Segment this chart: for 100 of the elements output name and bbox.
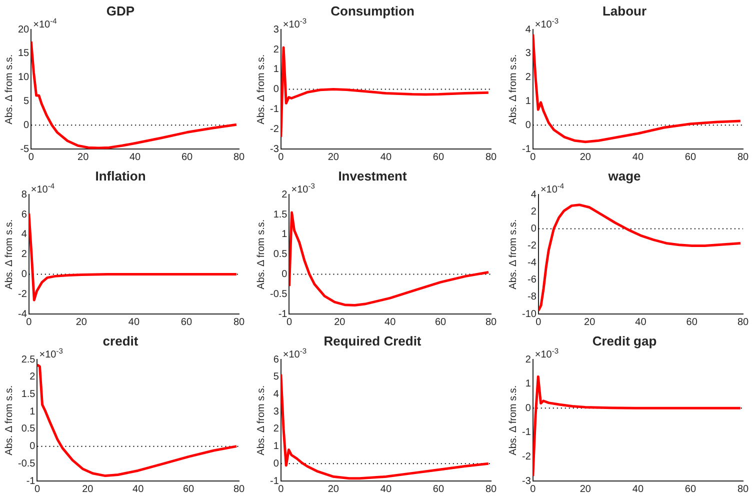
y-tick-label: 0.5 bbox=[273, 249, 288, 260]
x-tick-label: 60 bbox=[432, 152, 444, 163]
y-axis-title: Abs. Δ from s.s. bbox=[4, 219, 15, 290]
y-tick-label: -1 bbox=[270, 104, 280, 115]
chart-title: Required Credit bbox=[324, 333, 422, 348]
chart-title: Inflation bbox=[95, 168, 146, 184]
y-tick-label: 0 bbox=[525, 120, 532, 131]
y-tick-label: 15 bbox=[18, 48, 30, 60]
y-tick-label: -0.5 bbox=[270, 288, 288, 300]
x-tick-label: 80 bbox=[485, 152, 497, 163]
x-tick-label: 40 bbox=[380, 152, 392, 163]
y-axis-title: Abs. Δ from s.s. bbox=[508, 54, 519, 124]
y-axis-title: Abs. Δ from s.s. bbox=[508, 219, 519, 290]
y-tick-label: 0 bbox=[21, 268, 28, 280]
y-tick-label: 1 bbox=[273, 441, 280, 452]
chart-title: Credit gap bbox=[592, 333, 657, 348]
y-tick-label: 4 bbox=[273, 389, 280, 400]
x-tick-label: 80 bbox=[233, 484, 245, 495]
y-axis-title: Abs. Δ from s.s. bbox=[256, 54, 267, 124]
chart-title: Labour bbox=[602, 3, 647, 18]
x-tick-label: 60 bbox=[432, 484, 444, 495]
y-tick-label: -4 bbox=[528, 258, 537, 269]
y-axis-title: Abs. Δ from s.s. bbox=[4, 385, 15, 456]
y-tick-label: -1 bbox=[522, 427, 532, 438]
x-tick-label: 40 bbox=[635, 316, 647, 328]
y-tick-label: 0 bbox=[273, 458, 280, 470]
x-tick-label: 60 bbox=[182, 484, 195, 495]
y-tick-label: 2 bbox=[282, 189, 288, 200]
x-tick-label: 40 bbox=[384, 316, 396, 328]
y-tick-label: 1 bbox=[525, 96, 532, 107]
y-tick-label: 6 bbox=[21, 209, 28, 220]
chart-title: Investment bbox=[338, 168, 408, 184]
y-tick-label: -3 bbox=[270, 144, 280, 155]
y-tick-label: -0.5 bbox=[18, 458, 36, 470]
y-tick-label: 3 bbox=[525, 48, 532, 60]
y-tick-label: 0 bbox=[282, 268, 288, 280]
y-tick-label: 1 bbox=[273, 64, 280, 76]
y-tick-label: 2 bbox=[273, 424, 280, 435]
y-tick-label: 4 bbox=[525, 24, 532, 36]
x-tick-label: 20 bbox=[334, 316, 346, 328]
x-tick-label: 20 bbox=[328, 484, 340, 495]
chart-title: credit bbox=[102, 333, 139, 348]
x-tick-label: 60 bbox=[684, 152, 696, 163]
y-tick-label: -4 bbox=[18, 308, 28, 320]
y-tick-label: 1 bbox=[282, 229, 288, 240]
x-tick-label: 80 bbox=[737, 316, 749, 328]
y-tick-label: -3 bbox=[522, 476, 532, 487]
y-tick-label: 2 bbox=[30, 372, 36, 383]
y-tick-label: 1 bbox=[525, 378, 532, 390]
y-tick-label: 4 bbox=[530, 189, 537, 200]
y-tick-label: 2 bbox=[21, 249, 28, 260]
y-axis-title: Abs. Δ from s.s. bbox=[508, 385, 519, 456]
y-tick-label: 0 bbox=[525, 402, 532, 414]
y-tick-label: 0 bbox=[530, 223, 537, 234]
y-tick-label: 4 bbox=[21, 229, 28, 240]
y-tick-label: 2 bbox=[273, 44, 280, 56]
x-tick-label: 60 bbox=[181, 152, 194, 163]
x-tick-label: 40 bbox=[632, 152, 644, 163]
x-tick-label: 60 bbox=[434, 316, 447, 328]
x-tick-label: 80 bbox=[233, 152, 245, 163]
y-tick-label: 2 bbox=[525, 72, 532, 84]
y-tick-label: -1 bbox=[270, 476, 280, 487]
x-tick-label: 60 bbox=[686, 316, 698, 328]
y-tick-label: 3 bbox=[273, 406, 280, 418]
y-tick-label: -2 bbox=[18, 288, 28, 300]
y-tick-label: -5 bbox=[20, 144, 30, 155]
y-tick-label: 2.5 bbox=[21, 354, 36, 366]
y-tick-label: 2 bbox=[530, 206, 537, 218]
chart-title: wage bbox=[607, 168, 641, 184]
y-tick-label: -8 bbox=[528, 292, 537, 303]
x-tick-label: 40 bbox=[130, 152, 142, 163]
y-axis-title: Abs. Δ from s.s. bbox=[4, 54, 15, 124]
y-tick-label: 3 bbox=[273, 24, 280, 36]
x-tick-label: 20 bbox=[328, 152, 340, 163]
y-tick-label: -1 bbox=[522, 144, 532, 155]
x-tick-label: 20 bbox=[580, 484, 592, 495]
x-tick-label: 20 bbox=[580, 152, 592, 163]
x-tick-label: 20 bbox=[584, 316, 596, 328]
y-tick-label: -10 bbox=[522, 308, 537, 320]
x-tick-label: 80 bbox=[737, 484, 749, 495]
x-tick-label: 40 bbox=[132, 484, 144, 495]
y-tick-label: 8 bbox=[21, 189, 28, 200]
y-axis-title: Abs. Δ from s.s. bbox=[256, 219, 267, 290]
x-tick-label: 80 bbox=[233, 316, 245, 328]
x-tick-label: 60 bbox=[684, 484, 696, 495]
y-tick-label: -1 bbox=[26, 476, 36, 487]
y-tick-label: -2 bbox=[270, 124, 280, 135]
y-tick-label: 0.5 bbox=[21, 424, 36, 435]
y-tick-label: 20 bbox=[18, 24, 30, 36]
x-tick-label: 20 bbox=[76, 316, 88, 328]
y-axis-title: Abs. Δ from s.s. bbox=[256, 385, 267, 456]
y-tick-label: 5 bbox=[273, 372, 280, 383]
y-tick-label: -2 bbox=[522, 451, 532, 462]
y-tick-label: 2 bbox=[525, 354, 532, 366]
y-tick-label: 1 bbox=[30, 406, 36, 418]
y-tick-label: -1 bbox=[278, 308, 288, 320]
x-tick-label: 40 bbox=[380, 484, 392, 495]
y-tick-label: 10 bbox=[18, 72, 30, 84]
x-tick-label: 20 bbox=[78, 152, 90, 163]
y-tick-label: -2 bbox=[528, 240, 537, 252]
